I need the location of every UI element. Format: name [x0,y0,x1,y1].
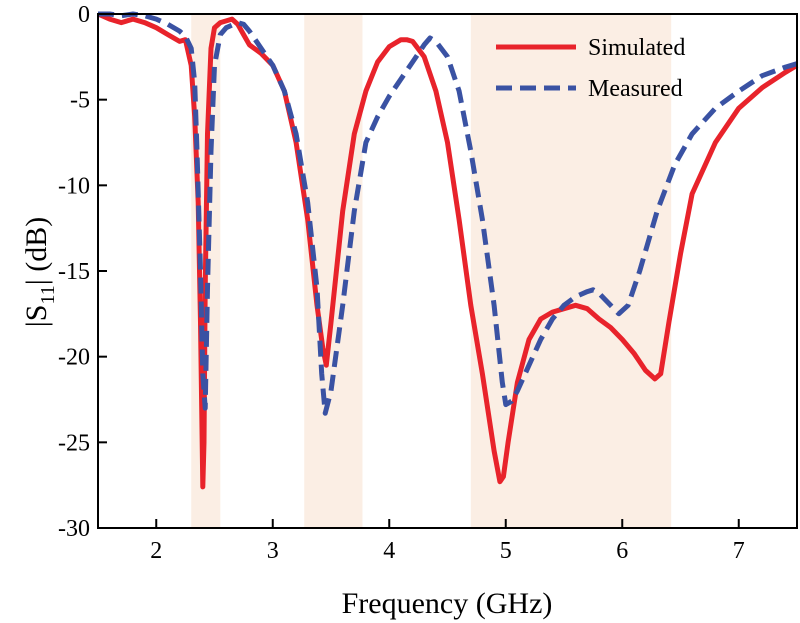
legend-label-simulated: Simulated [588,35,685,61]
legend: Simulated Measured [496,35,685,102]
y-tick-label-0: 0 [78,2,90,28]
y-tick-label--5: -5 [70,88,90,114]
x-tick-label-7: 7 [733,538,745,564]
y-axis-label: |S11| (dB) [20,217,59,327]
axis-ticks: 2 3 4 5 6 7 0 -5 -10 -15 -20 -25 -30 [58,2,745,564]
x-tick-label-4: 4 [383,538,395,564]
y-tick-label--25: -25 [58,430,90,456]
y-axis-label-subscript: 11 [37,285,59,304]
x-tick-label-6: 6 [616,538,628,564]
legend-label-measured: Measured [588,76,683,102]
y-tick-label--10: -10 [58,173,90,199]
y-tick-label--20: -20 [58,345,90,371]
y-axis-label-suffix: | (dB) [20,217,53,286]
y-axis-label-prefix: |S [20,305,53,328]
y-tick-label--15: -15 [58,259,90,285]
x-tick-label-2: 2 [150,538,162,564]
series-layer [97,11,799,490]
y-tick-label--30: -30 [58,516,90,542]
x-axis-label: Frequency (GHz) [342,587,553,620]
x-tick-label-5: 5 [500,538,512,564]
x-tick-label-3: 3 [267,538,279,564]
series-line-measured [98,11,798,416]
